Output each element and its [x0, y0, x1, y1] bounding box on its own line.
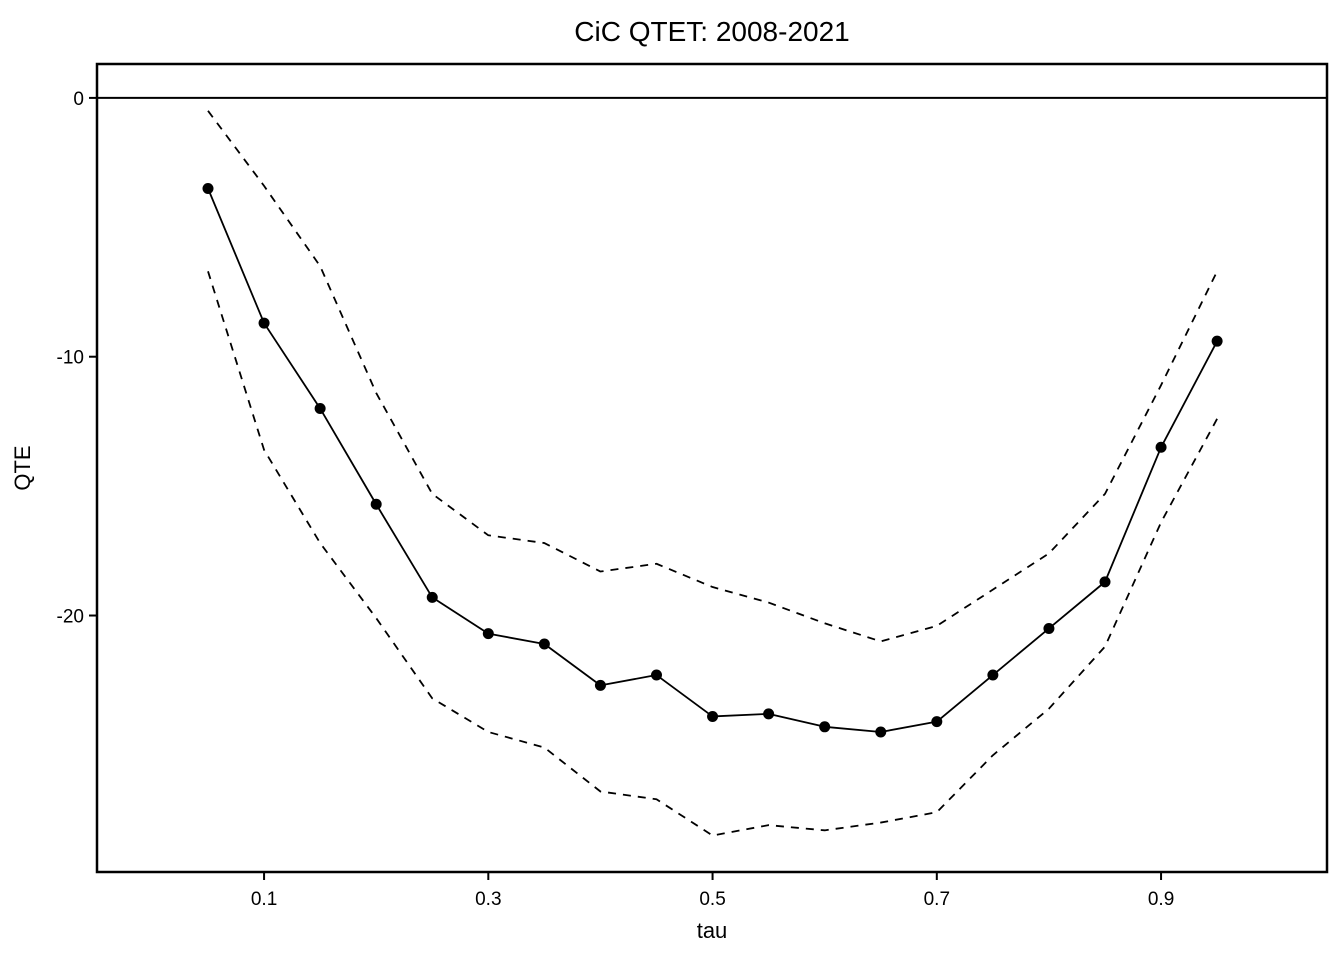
- qte-estimate-point: [482, 628, 494, 640]
- y-tick-label: -10: [57, 348, 84, 369]
- qte-estimate-point: [875, 726, 887, 738]
- qte-estimate-point: [202, 182, 214, 194]
- upper-band-line: [207, 110, 1218, 643]
- chart-title: CiC QTET: 2008-2021: [574, 16, 849, 47]
- qte-estimate-point: [1099, 576, 1111, 588]
- x-tick-label: 0.5: [699, 889, 725, 910]
- qte-estimate-point: [987, 669, 999, 681]
- qte-estimate-point: [819, 721, 831, 733]
- y-tick-label: 0: [73, 89, 84, 110]
- qte-estimate-point: [594, 679, 606, 691]
- panel-border: [95, 62, 1329, 874]
- x-tick-label: 0.9: [1148, 889, 1174, 910]
- qte-estimate-point: [370, 498, 382, 510]
- plot-panel: 0.1 0.3 0.5 0.7 0.9 0 -10 -20: [57, 62, 1329, 910]
- qte-estimate-point: [650, 669, 662, 681]
- qte-estimate-point: [1211, 335, 1223, 347]
- x-axis-label: tau: [697, 918, 728, 943]
- qte-estimate-point: [763, 708, 775, 720]
- x-tick-label: 0.1: [251, 889, 277, 910]
- qte-estimate-point: [931, 716, 943, 728]
- qte-estimate-point: [1155, 441, 1167, 453]
- y-tick-label: -20: [57, 607, 84, 628]
- qte-estimate-point: [538, 638, 550, 650]
- qte-estimate-line: [207, 188, 1218, 733]
- qte-estimate-point: [426, 591, 438, 603]
- x-tick-label: 0.7: [924, 889, 950, 910]
- lower-band-line: [207, 271, 1218, 837]
- y-axis-label: QTE: [10, 445, 35, 490]
- x-tick-label: 0.3: [475, 889, 501, 910]
- qte-estimate-point: [258, 317, 270, 329]
- qte-estimate-point: [314, 402, 326, 414]
- qte-estimate-point: [1043, 622, 1055, 634]
- qte-estimate-point: [707, 710, 719, 722]
